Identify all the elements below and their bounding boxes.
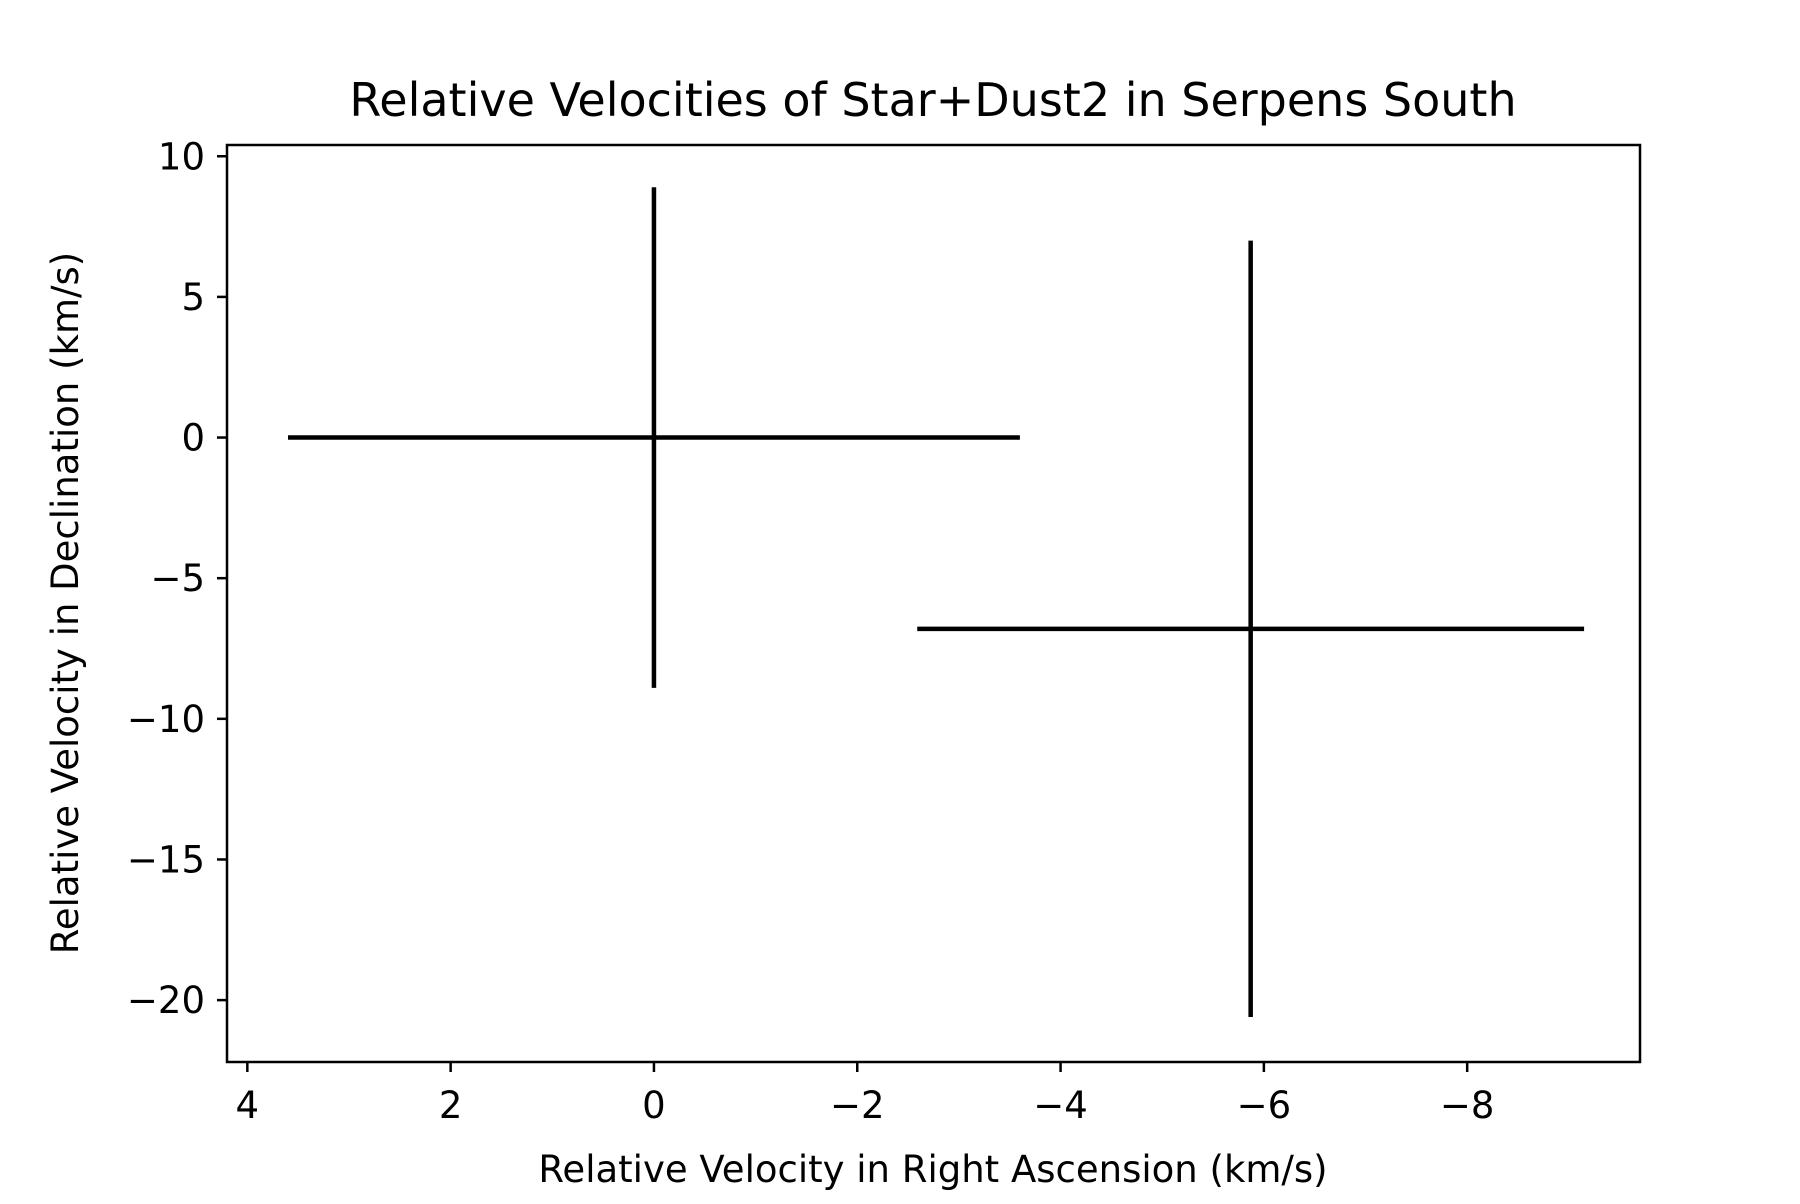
x-tick-label: 4 [236, 1084, 260, 1127]
x-tick-label: −2 [830, 1084, 885, 1127]
x-axis-label: Relative Velocity in Right Ascension (km… [538, 1148, 1327, 1191]
y-axis-label: Relative Velocity in Declination (km/s) [44, 252, 87, 954]
x-tick-label: −6 [1237, 1084, 1292, 1127]
y-tick-label: −5 [150, 557, 205, 600]
y-tick-label: 5 [181, 276, 205, 319]
y-axis-ticks: 10 5 0 −5 −10 −15 −20 [127, 135, 227, 1022]
y-tick-label: −15 [127, 838, 205, 881]
x-tick-label: −4 [1033, 1084, 1088, 1127]
chart-title: Relative Velocities of Star+Dust2 in Ser… [349, 73, 1516, 127]
y-tick-label: −20 [127, 979, 205, 1022]
x-axis-ticks: 4 2 0 −2 −4 −6 −8 [236, 1062, 1495, 1127]
x-tick-label: 0 [642, 1084, 666, 1127]
y-tick-label: −10 [127, 698, 205, 741]
plot-frame [225, 143, 1642, 1064]
y-tick-label: 0 [181, 417, 205, 460]
errorbars [287, 187, 1585, 1017]
x-tick-label: −8 [1440, 1084, 1495, 1127]
y-tick-label: 10 [158, 135, 205, 178]
x-tick-label: 2 [439, 1084, 463, 1127]
